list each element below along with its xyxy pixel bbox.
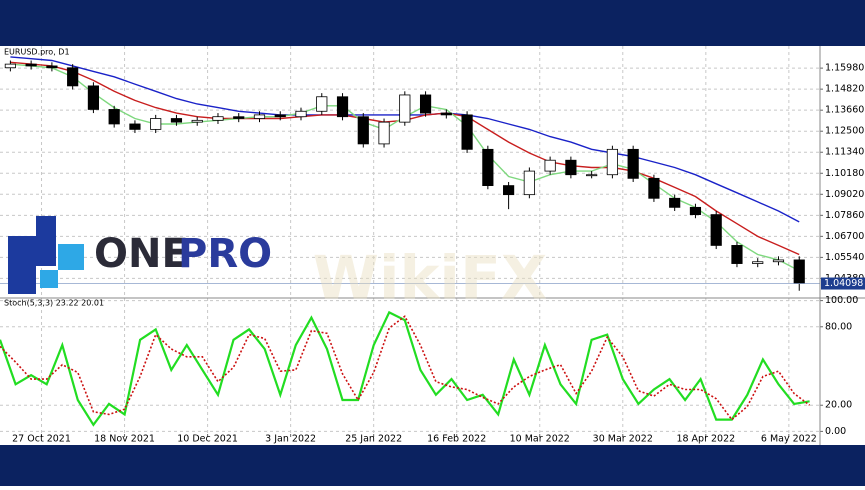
x-tick-label: 10 Dec 2021 <box>177 434 238 445</box>
candle-body <box>191 119 203 123</box>
logo: ONE PRO <box>8 216 272 294</box>
y-tick-label: 1.13660 <box>825 105 864 116</box>
candle-body <box>669 197 681 208</box>
candle-body <box>627 148 639 179</box>
x-tick-label: 3 Jan 2022 <box>265 434 316 445</box>
candle-body <box>87 85 100 110</box>
candle-body <box>419 94 432 114</box>
candle-body <box>772 259 785 263</box>
candle-body <box>129 123 141 130</box>
candle-body <box>606 148 618 176</box>
top-band <box>0 0 865 46</box>
y-tick-label: 20.00 <box>825 400 852 411</box>
watermark: WikiFX <box>313 244 547 314</box>
candle-body <box>336 96 349 118</box>
y-tick-label: 100.00 <box>825 295 858 306</box>
logo-icon-light-small <box>40 270 58 288</box>
x-tick-label: 6 May 2022 <box>761 434 817 445</box>
candle-body <box>586 174 598 177</box>
line-series <box>0 315 811 421</box>
candle-body <box>399 94 411 123</box>
logo-icon-top <box>36 216 56 236</box>
candle-body <box>752 261 764 264</box>
y-tick-label: 1.06700 <box>825 231 864 242</box>
candle-body <box>710 214 722 246</box>
last-price-tag <box>821 277 865 290</box>
candle-body <box>316 96 328 112</box>
logo-icon-light <box>58 244 84 270</box>
candle-body <box>150 118 162 130</box>
candle-body <box>295 110 307 118</box>
candle-body <box>25 63 37 67</box>
y-tick-label: 0.00 <box>825 426 846 437</box>
candle-body <box>544 159 556 172</box>
logo-text-one: ONE <box>94 231 189 277</box>
y-tick-label: 80.00 <box>825 321 852 332</box>
x-tick-label: 30 Mar 2022 <box>593 434 653 445</box>
candle-body <box>274 114 286 118</box>
chart-title: EURUSD.pro, D1 <box>4 48 70 57</box>
candle-body <box>253 114 266 119</box>
y-tick-label: 1.15980 <box>825 63 864 74</box>
x-tick-label: 27 Oct 2021 <box>12 434 71 445</box>
logo-text-pro: PRO <box>178 231 272 277</box>
candle-body <box>67 67 79 87</box>
x-tick-label: 10 Mar 2022 <box>510 434 570 445</box>
candle-body <box>731 245 743 264</box>
candle-body <box>233 116 245 119</box>
candle-body <box>648 177 660 199</box>
candle-body <box>482 148 494 186</box>
logo-icon-dark <box>8 236 56 294</box>
candle-body <box>793 259 805 284</box>
candle-body <box>503 185 515 196</box>
y-tick-label: 1.05540 <box>825 252 864 263</box>
candle-body <box>170 118 183 123</box>
bottom-band <box>0 445 865 486</box>
candle-body <box>378 121 390 145</box>
candle-body <box>523 170 535 196</box>
candle-body <box>46 65 58 69</box>
candle-body <box>4 63 16 69</box>
y-tick-label: 1.09020 <box>825 189 864 200</box>
y-tick-label: 1.12500 <box>825 126 864 137</box>
candle-body <box>689 206 702 216</box>
y-tick-label: 1.10180 <box>825 168 864 179</box>
candle-body <box>440 112 452 116</box>
y-tick-label: 1.14820 <box>825 84 864 95</box>
candle-body <box>108 109 120 125</box>
stoch-title: Stoch(5,3,3) 23.22 20.01 <box>4 299 104 308</box>
last-price-label: 1.04098 <box>824 278 863 289</box>
x-tick-label: 18 Apr 2022 <box>676 434 735 445</box>
plot-area <box>0 46 823 437</box>
candle-body <box>565 159 577 176</box>
x-tick-label: 18 Nov 2021 <box>94 434 155 445</box>
candle-body <box>461 114 473 150</box>
x-tick-label: 16 Feb 2022 <box>427 434 486 445</box>
y-tick-label: 1.11340 <box>825 147 864 158</box>
candle-body <box>357 116 369 145</box>
candle-body <box>212 116 224 121</box>
x-tick-label: 25 Jan 2022 <box>345 434 402 445</box>
y-tick-label: 1.07860 <box>825 210 864 221</box>
